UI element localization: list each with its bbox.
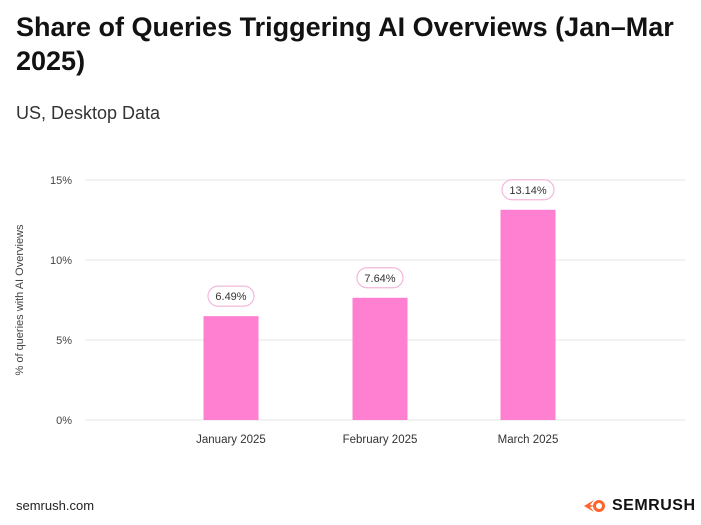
bar — [500, 209, 556, 420]
brand-name: SEMRUSH — [612, 497, 696, 514]
semrush-flame-icon — [584, 500, 605, 512]
y-tick-label: 15% — [50, 175, 72, 187]
brand-logo: SEMRUSH — [582, 497, 696, 515]
y-tick-label: 5% — [56, 335, 72, 347]
data-label: 13.14% — [509, 185, 547, 197]
y-axis-label: % of queries with AI Overviews — [14, 224, 26, 376]
x-tick-label: March 2025 — [498, 434, 559, 446]
x-tick-label: January 2025 — [196, 434, 266, 446]
bar — [352, 297, 408, 420]
x-tick-label: February 2025 — [343, 434, 418, 446]
data-label: 6.49% — [215, 291, 246, 303]
y-tick-label: 10% — [50, 255, 72, 267]
bar — [203, 316, 259, 420]
y-tick-label: 0% — [56, 415, 72, 427]
chart-subtitle: US, Desktop Data — [16, 103, 161, 123]
data-label-box — [207, 285, 255, 307]
data-label: 7.64% — [364, 273, 395, 285]
source-text: semrush.com — [16, 498, 95, 513]
data-label-box — [356, 267, 404, 289]
chart-title: Share of Queries Triggering AI Overviews… — [16, 12, 674, 76]
data-label-box — [501, 179, 555, 201]
